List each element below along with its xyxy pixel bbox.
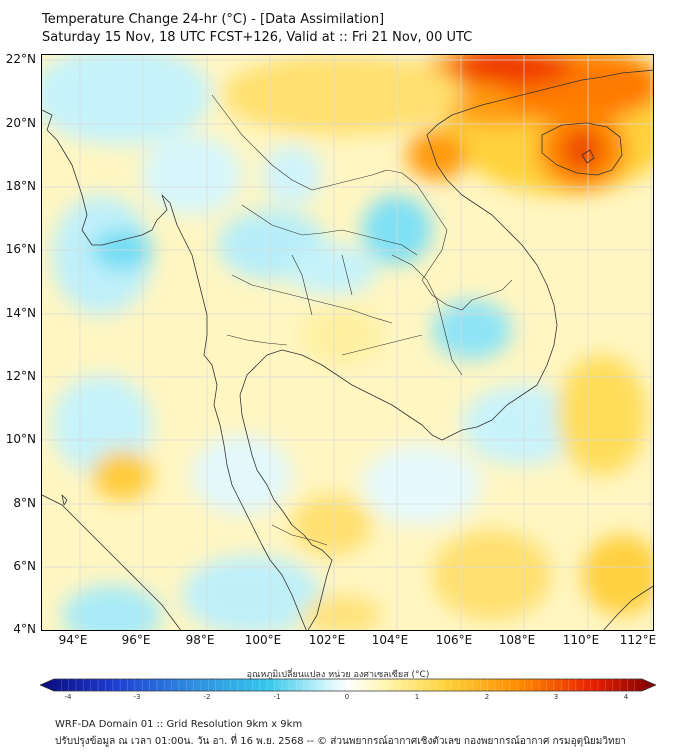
- lat-label: 6°N: [13, 559, 36, 573]
- chart-subtitle: Saturday 15 Nov, 18 UTC FCST+126, Valid …: [42, 30, 473, 45]
- lon-label: 110°E: [562, 633, 600, 647]
- lon-label: 108°E: [498, 633, 536, 647]
- lon-label: 112°E: [619, 633, 657, 647]
- lon-label: 100°E: [244, 633, 282, 647]
- lon-label: 96°E: [121, 633, 151, 647]
- lat-label: 16°N: [5, 242, 36, 256]
- lon-label: 106°E: [435, 633, 473, 647]
- colorbar-tick: 2: [484, 693, 490, 701]
- coastlines: [42, 69, 653, 630]
- colorbar-bar: [40, 678, 656, 692]
- colorbar-tick: 3: [553, 693, 559, 701]
- lat-label: 12°N: [5, 369, 36, 383]
- temperature-map[interactable]: [41, 54, 654, 631]
- lon-label: 94°E: [58, 633, 88, 647]
- lat-label: 14°N: [5, 306, 36, 320]
- chart-title: Temperature Change 24-hr (°C) - [Data As…: [42, 12, 385, 27]
- lat-label: 18°N: [5, 179, 36, 193]
- footer-credit: ปรับปรุงข้อมูล ณ เวลา 01:00น. วัน อา. ที…: [55, 736, 627, 747]
- map-svg: [42, 55, 653, 630]
- colorbar-tick: 4: [623, 693, 629, 701]
- borders: [211, 94, 513, 546]
- lat-label: 8°N: [13, 496, 36, 510]
- lon-label: 104°E: [371, 633, 409, 647]
- colorbar-tick: 1: [414, 693, 420, 701]
- lat-label: 22°N: [5, 52, 36, 66]
- lat-label: 20°N: [5, 116, 36, 130]
- colorbar-tick: -2: [203, 693, 211, 701]
- lon-label: 98°E: [185, 633, 215, 647]
- colorbar: [40, 678, 656, 692]
- colorbar-tick: 0: [344, 693, 350, 701]
- colorbar-label: อุณหภูมิเปลี่ยนแปลง หน่วย องศาเซลเซียส (…: [246, 670, 430, 680]
- temperature-field: [42, 55, 653, 630]
- colorbar-tick: -4: [64, 693, 72, 701]
- footer-model-info: WRF-DA Domain 01 :: Grid Resolution 9km …: [55, 719, 303, 730]
- lat-label: 4°N: [13, 622, 36, 636]
- lon-label: 102°E: [308, 633, 346, 647]
- lat-label: 10°N: [5, 432, 36, 446]
- colorbar-tick: -1: [273, 693, 281, 701]
- colorbar-tick: -3: [133, 693, 141, 701]
